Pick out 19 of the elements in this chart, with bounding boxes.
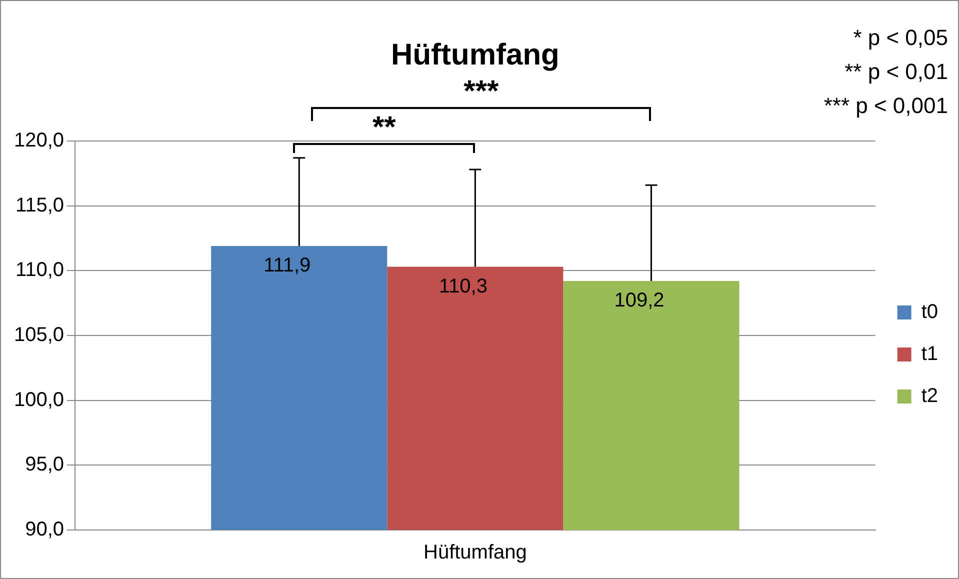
annotation: **: [372, 111, 396, 145]
text: *** p < 0,001: [824, 93, 948, 118]
data-label: 111,9: [264, 254, 311, 277]
data-label: 110,3: [438, 275, 488, 298]
text: ***: [464, 75, 499, 109]
legend-label: t2: [921, 385, 938, 408]
y-tick-label: 115,0: [15, 194, 64, 216]
legend-label: t0: [921, 301, 938, 324]
y-tick-label: 95,0: [25, 454, 64, 476]
y-tick-label: 105,0: [14, 324, 64, 346]
chart-title: Hüftumfang: [391, 38, 560, 72]
data-label: 109,2: [614, 290, 664, 312]
y-tick-label: 90,0: [25, 518, 64, 541]
y-tick-label: 110,0: [15, 259, 64, 282]
y-tick-label: 120,0: [14, 130, 64, 152]
text: ** p < 0,01: [844, 59, 948, 84]
text: * p < 0,05: [853, 25, 948, 50]
legend-label: t1: [921, 343, 938, 366]
y-tick-label: 100,0: [14, 388, 64, 411]
